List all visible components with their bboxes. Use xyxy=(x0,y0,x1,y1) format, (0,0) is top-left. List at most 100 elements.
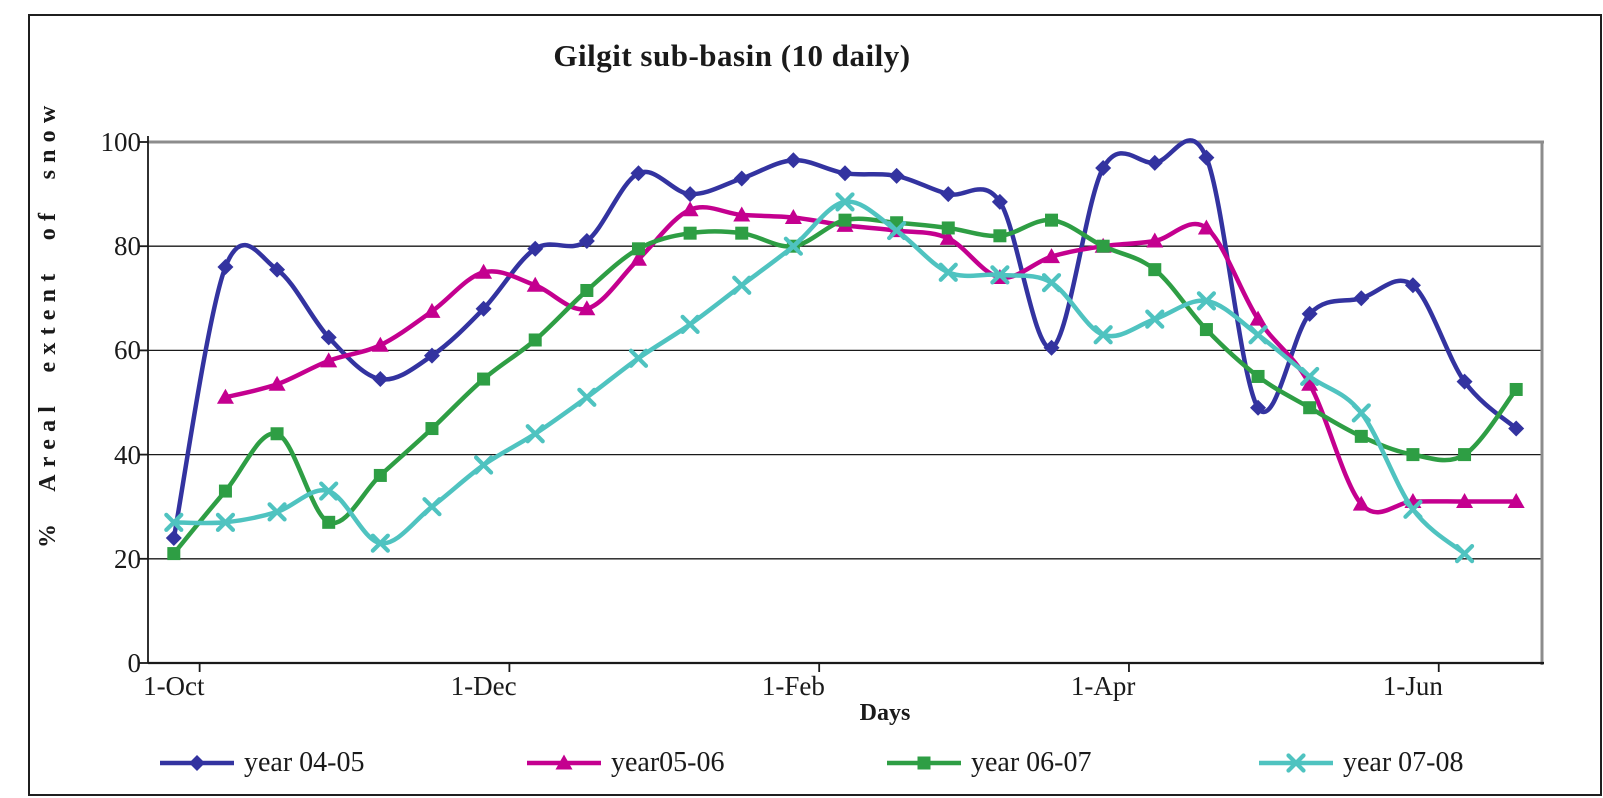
x-tick-label-1-apr: 1-Apr xyxy=(1070,671,1136,701)
marker-year-07-08 xyxy=(732,275,752,295)
series-line-year05-06 xyxy=(223,204,1519,515)
marker-year-06-07 xyxy=(735,226,749,240)
marker-year-04-05 xyxy=(165,529,182,546)
marker-year-07-08 xyxy=(525,424,545,444)
x-tick-label-1-oct: 1-Oct xyxy=(143,671,205,701)
marker-year-04-05 xyxy=(475,300,492,317)
marker-year-06-07 xyxy=(218,484,232,498)
marker-year-06-07 xyxy=(631,242,645,256)
marker-year-04-05 xyxy=(423,347,440,364)
marker-year-06-07 xyxy=(1199,323,1213,337)
marker-year05-06 xyxy=(1456,492,1474,508)
marker-year05-06 xyxy=(216,388,234,404)
marker-year-06-07 xyxy=(167,547,181,561)
marker-year-04-05 xyxy=(940,186,957,203)
y-tick-label-100: 100 xyxy=(100,127,142,157)
marker-year-04-05 xyxy=(733,170,750,187)
y-tick-label-40: 40 xyxy=(114,439,141,470)
marker-year-07-08 xyxy=(215,512,236,532)
legend-marker-glyph-year05-06 xyxy=(555,754,573,770)
marker-year-04-05 xyxy=(630,165,647,182)
x-tick-label-1-jun: 1-Jun xyxy=(1382,671,1443,701)
marker-year-06-07 xyxy=(477,372,491,386)
series-year-07-08 xyxy=(164,192,1475,564)
marker-year05-06 xyxy=(423,302,441,318)
marker-year-07-08 xyxy=(577,387,597,407)
legend-marker-glyph-year-04-05 xyxy=(189,755,205,771)
marker-year-06-07 xyxy=(1509,382,1523,396)
marker-year-04-05 xyxy=(1508,420,1525,437)
x-tick-label-1-dec: 1-Dec xyxy=(450,671,517,701)
y-tick-label-0: 0 xyxy=(127,648,142,678)
marker-year-04-05 xyxy=(1404,277,1421,294)
y-tick-label-20: 20 xyxy=(114,543,141,574)
legend-marker-glyph-year-07-08 xyxy=(1286,753,1306,773)
marker-year05-06 xyxy=(268,375,286,391)
marker-year-04-05 xyxy=(785,152,802,169)
marker-year-07-08 xyxy=(680,314,700,334)
x-axis-title: Days xyxy=(859,700,911,726)
marker-year-07-08 xyxy=(887,220,907,241)
y-tick-label-80: 80 xyxy=(114,231,141,262)
marker-year05-06 xyxy=(733,206,751,222)
marker-year-07-08 xyxy=(835,192,855,212)
marker-year05-06 xyxy=(1507,492,1525,508)
legend-marker-year-04-05 xyxy=(160,755,234,771)
marker-year-07-08 xyxy=(1145,309,1165,329)
marker-year05-06 xyxy=(1301,375,1319,391)
legend-label-year-04-05: year 04-05 xyxy=(244,747,365,778)
marker-year-04-05 xyxy=(682,186,699,203)
marker-year-07-08 xyxy=(1041,273,1062,293)
marker-year-07-08 xyxy=(422,497,442,517)
marker-year-04-05 xyxy=(1301,305,1318,322)
marker-year05-06 xyxy=(681,201,699,217)
marker-year-04-05 xyxy=(1146,154,1163,171)
marker-year05-06 xyxy=(784,209,802,225)
marker-year-06-07 xyxy=(528,333,542,347)
marker-year-06-07 xyxy=(1406,448,1420,462)
marker-year-04-05 xyxy=(888,167,905,184)
marker-year-07-08 xyxy=(783,236,803,256)
legend-marker-year-07-08 xyxy=(1259,753,1333,773)
marker-year05-06 xyxy=(578,300,596,316)
marker-year-07-08 xyxy=(1093,325,1113,345)
marker-year-07-08 xyxy=(990,265,1010,285)
legend-marker-year-06-07 xyxy=(887,756,961,770)
marker-year-04-05 xyxy=(1095,160,1112,177)
marker-year-06-07 xyxy=(1354,429,1368,443)
marker-year-06-07 xyxy=(1045,213,1059,227)
marker-year-07-08 xyxy=(473,455,494,475)
legend-marker-year05-06 xyxy=(527,754,601,770)
legend-label-year-07-08: year 07-08 xyxy=(1343,747,1464,778)
marker-year-06-07 xyxy=(373,468,387,482)
marker-year-06-07 xyxy=(425,422,439,436)
marker-year-07-08 xyxy=(938,262,958,282)
marker-year-04-05 xyxy=(217,259,234,276)
marker-year-04-05 xyxy=(837,165,853,182)
marker-year-04-05 xyxy=(527,240,544,257)
marker-year05-06 xyxy=(475,263,493,279)
series-year-06-07 xyxy=(167,213,1523,561)
series-line-year-07-08 xyxy=(171,199,1467,556)
marker-year-04-05 xyxy=(1456,373,1473,390)
marker-year05-06 xyxy=(1043,248,1061,264)
legend-marker-glyph-year-06-07 xyxy=(917,756,931,770)
marker-year-04-05 xyxy=(1250,399,1267,416)
marker-year-04-05 xyxy=(372,371,389,388)
marker-year-04-05 xyxy=(320,329,337,346)
marker-year05-06 xyxy=(371,336,389,352)
marker-year-04-05 xyxy=(269,261,286,278)
series-year-04-05 xyxy=(165,138,1525,546)
marker-year05-06 xyxy=(939,229,957,245)
marker-year05-06 xyxy=(1197,219,1215,235)
legend-label-year-06-07: year 06-07 xyxy=(971,747,1092,778)
marker-year-06-07 xyxy=(1096,239,1110,253)
marker-year-07-08 xyxy=(164,512,184,532)
marker-year-07-08 xyxy=(628,348,649,368)
marker-year-07-08 xyxy=(1300,366,1320,387)
marker-year-06-07 xyxy=(941,221,955,235)
x-tick-label-1-feb: 1-Feb xyxy=(761,671,825,701)
marker-year05-06 xyxy=(1352,495,1370,511)
y-tick-label-60: 60 xyxy=(114,335,141,366)
